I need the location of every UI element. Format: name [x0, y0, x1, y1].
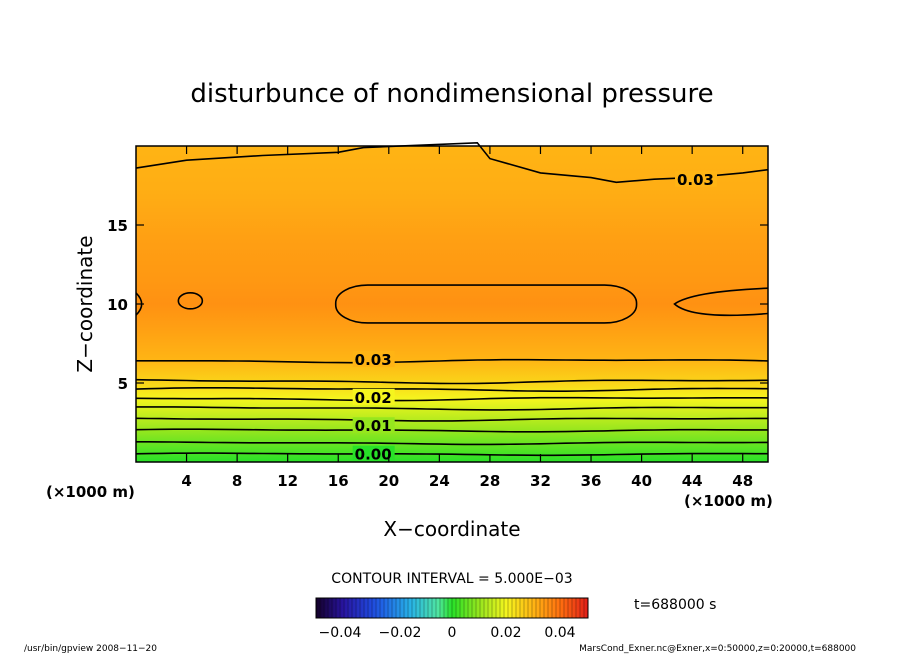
y-tick-label: 10	[107, 296, 128, 314]
colorbar-tick-label: 0.04	[544, 625, 575, 641]
contour-line	[136, 441, 769, 446]
plot-area: 0.000.010.020.030.03 4 8 12 16 20 24 28 32 36 40 4…	[107, 141, 769, 490]
contour-line	[136, 358, 769, 364]
contour-label: 0.02	[355, 389, 392, 407]
contour-label: 0.00	[355, 446, 392, 464]
contour-line	[135, 417, 768, 422]
time-label: t=688000 s	[634, 597, 716, 613]
x-tick-label: 24	[429, 472, 450, 490]
contour-line	[135, 387, 769, 392]
x-tick-label: 20	[378, 472, 399, 490]
contour-line	[136, 406, 768, 411]
x-tick-label: 36	[581, 472, 602, 490]
x-tick-label: 28	[479, 472, 500, 490]
contour-line	[135, 378, 769, 385]
contour-label: 0.03	[355, 351, 392, 369]
contour-closed	[334, 284, 638, 324]
footer-left: /usr/bin/gpview 2008−11−20	[24, 644, 157, 654]
contour-interval: CONTOUR INTERVAL = 5.000E−03	[331, 571, 572, 587]
x-tick-label: 8	[232, 472, 242, 490]
colorbar: −0.04 −0.02 0 0.02 0.04	[315, 597, 589, 641]
x-ticks: 4 8 12 16 20 24 28 32 36 40 44 48	[181, 146, 753, 490]
y-axis-label: Z−coordinate	[73, 235, 97, 372]
contour-label: 0.01	[355, 417, 392, 435]
contour-line	[135, 396, 769, 402]
footer-right: MarsCond_Exner.nc@Exner,x=0:50000,z=0:20…	[579, 644, 856, 654]
contour-line	[135, 428, 768, 433]
contour-labels: 0.00 0.01 0.02 0.03 0.03	[352, 170, 717, 464]
contour-closed	[177, 292, 204, 310]
shaded-field	[136, 146, 768, 462]
x-tick-label: 48	[732, 472, 753, 490]
colorbar-frame	[315, 597, 589, 619]
contour-label-bg	[352, 388, 395, 405]
contour-label: 0.03	[677, 171, 714, 189]
y-ticks: 5 10 15	[107, 217, 768, 393]
colorbar-tick-label: 0	[448, 625, 457, 641]
colorbar-stripes	[319, 598, 585, 618]
x-unit-right: (×1000 m)	[684, 492, 773, 510]
y-tick-label: 15	[107, 217, 128, 235]
colorbar-bar	[316, 598, 588, 618]
x-tick-label: 40	[631, 472, 652, 490]
x-tick-label: 44	[682, 472, 703, 490]
x-axis-label: X−coordinate	[383, 517, 520, 541]
chart-title: disturbunce of nondimensional pressure	[190, 79, 713, 109]
contour-line	[135, 452, 768, 457]
x-tick-label: 12	[277, 472, 298, 490]
colorbar-ticks: −0.04 −0.02 0 0.02 0.04	[319, 625, 576, 641]
y-tick-label: 5	[118, 375, 128, 393]
contour-label-bg	[352, 417, 395, 434]
contour-label-bg	[674, 170, 717, 187]
x-tick-label: 16	[328, 472, 349, 490]
x-tick-label: 32	[530, 472, 551, 490]
colorbar-tick-label: 0.02	[490, 625, 521, 641]
x-unit-left: (×1000 m)	[46, 483, 135, 501]
colorbar-tick-label: −0.04	[319, 625, 362, 641]
contour-label-bg	[352, 445, 395, 462]
contour-label-bg	[352, 350, 395, 367]
colorbar-tick-label: −0.02	[379, 625, 422, 641]
contour-line	[673, 287, 769, 317]
x-tick-label: 4	[181, 472, 191, 490]
